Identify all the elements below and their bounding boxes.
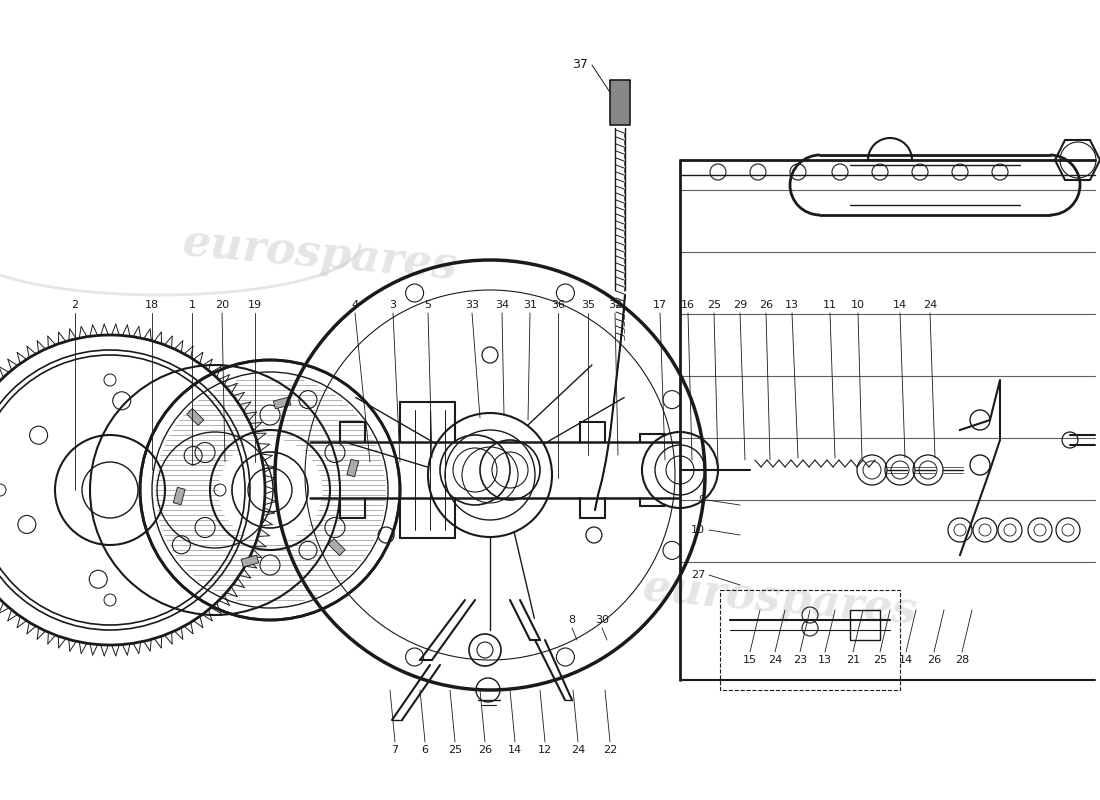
Text: 21: 21: [846, 655, 860, 665]
Bar: [241, 555, 258, 567]
Text: 32: 32: [608, 300, 623, 310]
Text: 29: 29: [733, 300, 747, 310]
Text: 24: 24: [571, 745, 585, 755]
Text: eurospares: eurospares: [641, 566, 920, 634]
Text: 9: 9: [697, 495, 705, 505]
Text: 19: 19: [248, 300, 262, 310]
Text: 28: 28: [955, 655, 969, 665]
Text: 2: 2: [72, 300, 78, 310]
Text: 26: 26: [477, 745, 492, 755]
Text: 15: 15: [742, 655, 757, 665]
Bar: [187, 409, 204, 426]
Text: 14: 14: [508, 745, 522, 755]
Text: 14: 14: [899, 655, 913, 665]
Text: 22: 22: [603, 745, 617, 755]
Bar: [174, 487, 185, 505]
Text: 11: 11: [823, 300, 837, 310]
Text: 30: 30: [595, 615, 609, 625]
Text: 13: 13: [785, 300, 799, 310]
Text: 16: 16: [681, 300, 695, 310]
Text: 13: 13: [818, 655, 832, 665]
Text: 10: 10: [851, 300, 865, 310]
Text: 37: 37: [572, 58, 587, 71]
Text: 8: 8: [569, 615, 575, 625]
Text: 31: 31: [522, 300, 537, 310]
Text: 35: 35: [581, 300, 595, 310]
Bar: [346, 459, 359, 477]
Bar: [850, 610, 880, 640]
Text: 3: 3: [389, 300, 396, 310]
Bar: [273, 397, 290, 409]
Bar: [610, 80, 630, 125]
Text: 26: 26: [759, 300, 773, 310]
Text: 25: 25: [873, 655, 887, 665]
Bar: [328, 538, 345, 555]
Text: 25: 25: [448, 745, 462, 755]
Text: 6: 6: [421, 745, 429, 755]
Text: 14: 14: [893, 300, 907, 310]
Text: 1: 1: [188, 300, 196, 310]
Text: 24: 24: [923, 300, 937, 310]
Text: 18: 18: [145, 300, 160, 310]
Bar: [720, 590, 900, 690]
Text: 34: 34: [495, 300, 509, 310]
Text: eurospares: eurospares: [180, 222, 459, 289]
Text: 36: 36: [551, 300, 565, 310]
Text: 24: 24: [768, 655, 782, 665]
Text: 7: 7: [392, 745, 398, 755]
Text: 20: 20: [214, 300, 229, 310]
Text: 33: 33: [465, 300, 478, 310]
Text: 12: 12: [538, 745, 552, 755]
Text: 25: 25: [707, 300, 722, 310]
Text: 26: 26: [927, 655, 942, 665]
Text: 27: 27: [691, 570, 705, 580]
Text: 10: 10: [691, 525, 705, 535]
Text: 4: 4: [351, 300, 359, 310]
Text: 17: 17: [653, 300, 667, 310]
Text: 23: 23: [793, 655, 807, 665]
Text: 5: 5: [425, 300, 431, 310]
